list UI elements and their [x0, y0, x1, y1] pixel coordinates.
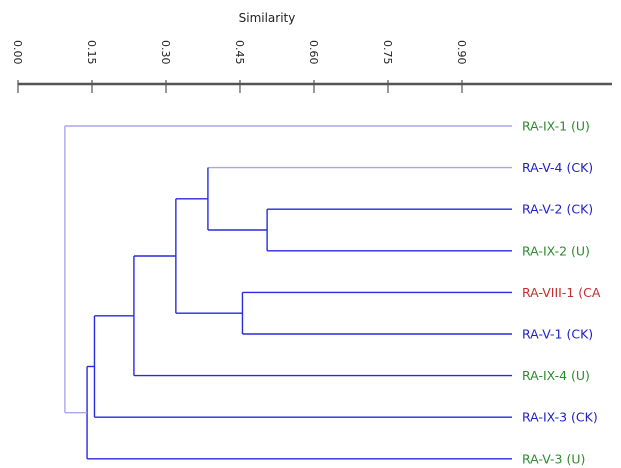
leaf-label: RA-IX-3 (CK) [522, 410, 598, 425]
leaf-label: RA-V-3 (U) [522, 451, 585, 466]
leaf-label: RA-IX-2 (U) [522, 243, 590, 258]
leaf-label: RA-V-1 (CK) [522, 327, 593, 342]
axis-tick-label: 0.30 [159, 40, 172, 65]
axis-tick-label: 0.60 [307, 40, 320, 65]
axis-tick-label: 0.15 [85, 40, 98, 65]
axis-ticks: 0.00 0.15 0.30 0.45 0.60 0.75 0.90 [11, 40, 468, 93]
axis-tick-label: 0.90 [455, 40, 468, 65]
axis-title: Similarity [239, 11, 296, 25]
leaf-label: RA-IX-1 (U) [522, 119, 590, 134]
axis-tick-label: 0.45 [233, 40, 246, 65]
axis-tick-label: 0.00 [11, 40, 24, 65]
axis-tick-label: 0.75 [381, 40, 394, 65]
leaf-labels: RA-IX-1 (U) RA-V-4 (CK) RA-V-2 (CK) RA-IX-2… [522, 119, 601, 467]
branches [64, 125, 512, 460]
leaf-label: RA-V-4 (CK) [522, 160, 593, 175]
leaf-label: RA-VIII-1 (CA [522, 285, 601, 300]
leaf-label: RA-V-2 (CK) [522, 202, 593, 217]
leaf-label: RA-IX-4 (U) [522, 368, 590, 383]
